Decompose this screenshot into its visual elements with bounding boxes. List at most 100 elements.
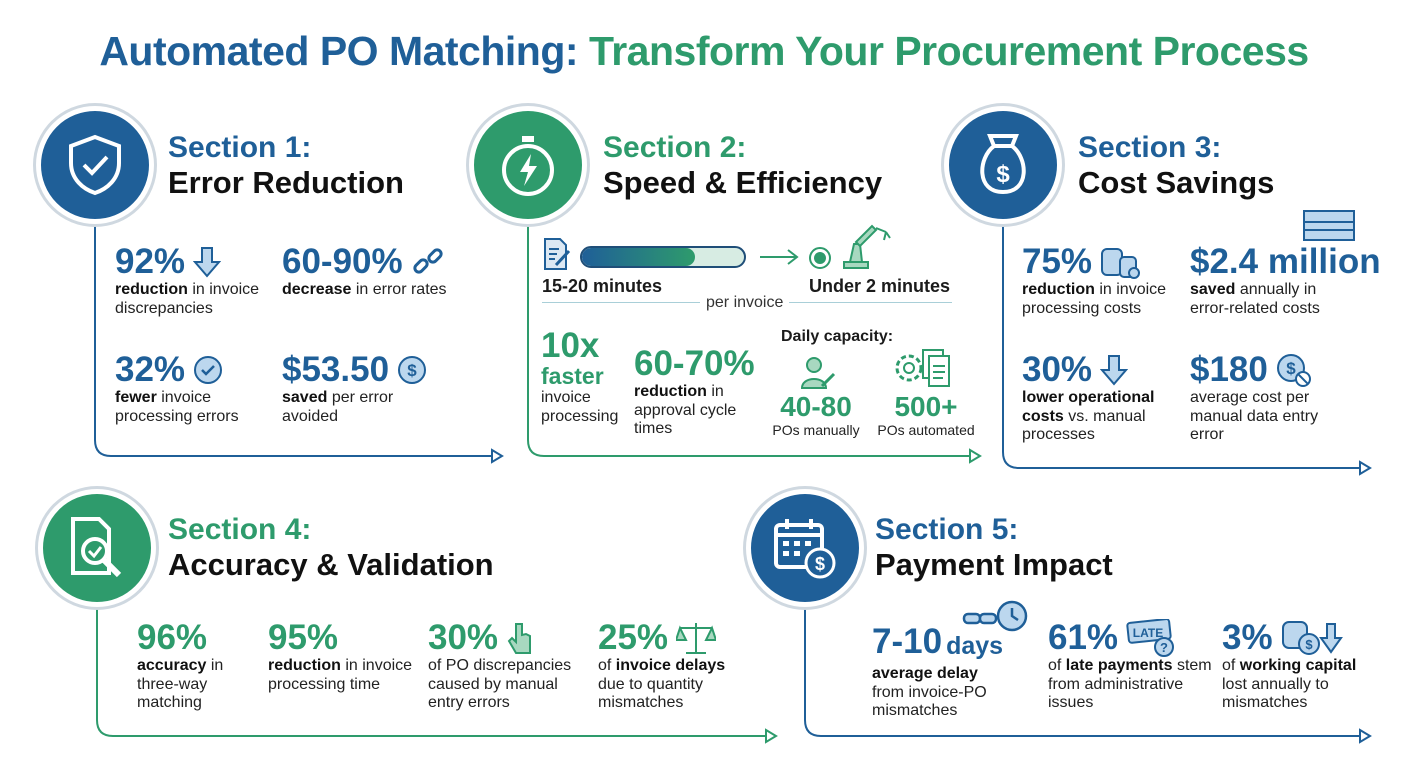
- stat-95-percent: 95% reduction in invoice processing time: [268, 619, 413, 694]
- section-name: Payment Impact: [875, 547, 1113, 582]
- title-part-2: Transform Your Procurement Process: [588, 28, 1309, 74]
- svg-text:$: $: [407, 361, 417, 380]
- stat-bold: reduction: [1022, 281, 1095, 298]
- stat-text: in invoice processing time: [268, 657, 413, 693]
- hand-pointer-icon: [507, 623, 532, 654]
- stat-92-percent: 92% reduction in invoice discrepancies: [115, 243, 275, 318]
- section-4-heading: Section 4: Accuracy & Validation: [168, 513, 494, 583]
- section-4-icon-circle: [38, 489, 156, 607]
- stat-bold: late payments: [1065, 657, 1173, 674]
- processing-time-bar: [580, 246, 746, 268]
- calendar-dollar-icon: $: [774, 519, 836, 579]
- stat-value: 25%: [598, 618, 669, 657]
- check-circle-icon: [194, 356, 223, 384]
- scales-icon: [676, 623, 717, 654]
- stat-bold: saved: [1190, 281, 1236, 298]
- document-edit-icon: [544, 238, 571, 270]
- broken-link-icon: [413, 248, 443, 274]
- stat-value: 60-70%: [634, 344, 755, 383]
- section-name: Speed & Efficiency: [603, 165, 883, 200]
- page-title: Automated PO Matching: Transform Your Pr…: [0, 28, 1408, 75]
- stat-sub: faster: [541, 363, 604, 389]
- stat-60-90-percent: 60-90% decrease in error rates: [282, 243, 482, 300]
- stat-value: $53.50: [282, 350, 390, 389]
- svg-text:?: ?: [1160, 640, 1168, 655]
- stat-value: 75%: [1022, 242, 1093, 281]
- stat-text: from invoice-PO mismatches: [872, 683, 987, 720]
- stat-7-10-days: 7-10 days average delay from invoice-PO m…: [872, 619, 1007, 721]
- section-number: Section 3:: [1078, 131, 1222, 164]
- stat-3-percent: 3% $ of working capital lost annually to…: [1222, 619, 1367, 713]
- section-number: Section 1:: [168, 131, 312, 164]
- stat-53-50-dollars: $53.50 $ saved per error avoided: [282, 351, 427, 426]
- stat-text: of: [1048, 657, 1066, 674]
- stat-value: 96%: [137, 618, 208, 657]
- stat-text: of: [1222, 657, 1240, 674]
- stat-bold: decrease: [282, 281, 352, 298]
- stat-value: 32%: [115, 350, 186, 389]
- stat-value: 61%: [1048, 618, 1119, 657]
- before-time: 15-20 minutes: [542, 276, 663, 296]
- stat-text: per error avoided: [282, 389, 394, 425]
- stat-180-dollars: $180 $ average cost per manual data entr…: [1190, 351, 1335, 445]
- section-name: Cost Savings: [1078, 165, 1275, 200]
- stat-text: stem from administrative issues: [1048, 657, 1212, 711]
- stat-bold: working capital: [1239, 657, 1357, 674]
- stat-96-percent: 96% accuracy in three-way matching: [137, 619, 237, 713]
- svg-text:$: $: [996, 161, 1010, 188]
- stat-bold: accuracy: [137, 657, 207, 674]
- stat-30-percent: 30% lower operational costs vs. manual p…: [1022, 351, 1172, 445]
- stat-text: in invoice discrepancies: [115, 281, 260, 317]
- stat-2-4-million: $2.4 million saved annually in error-rel…: [1190, 243, 1381, 318]
- section-1-bracket: [94, 222, 498, 457]
- title-part-1: Automated PO Matching:: [99, 28, 579, 74]
- stat-text: average cost per manual data entry error: [1190, 389, 1319, 443]
- money-bag-icon: $: [980, 134, 1026, 195]
- stat-60-70-percent: 60-70% reduction in approval cycle times: [634, 345, 759, 439]
- daily-capacity-label: Daily capacity:: [781, 328, 894, 345]
- section-name: Error Reduction: [168, 165, 404, 200]
- robot-arm-icon: [843, 224, 891, 269]
- after-time: Under 2 minutes: [809, 276, 951, 296]
- stat-value: $2.4 million: [1190, 242, 1381, 281]
- stopwatch-lightning-icon: [502, 136, 554, 196]
- svg-text:LATE: LATE: [1133, 626, 1163, 640]
- dollar-coin-icon: $: [398, 356, 427, 384]
- section-1-icon-circle: [36, 106, 154, 224]
- stat-text: of: [598, 657, 616, 674]
- stat-text: invoice processing errors: [115, 389, 239, 425]
- stat-61-percent: 61% LATE? of late payments stem from adm…: [1048, 619, 1213, 713]
- stat-text: invoice processing: [541, 389, 619, 425]
- per-invoice-label: per invoice: [700, 294, 790, 312]
- stat-bold: reduction: [115, 281, 188, 298]
- section-3-icon-circle: $: [944, 106, 1062, 224]
- coins-down-icon: $: [1281, 621, 1343, 655]
- broken-link-clock-icon: [962, 600, 1028, 632]
- stat-25-percent: 25% of invoice delays due to quantity mi…: [598, 619, 733, 713]
- coins-icon: [1101, 248, 1141, 279]
- stat-value: 30%: [1022, 350, 1093, 389]
- document-search-icon: [71, 517, 122, 578]
- stat-text: lost annually to mismatches: [1222, 675, 1329, 712]
- person-edit-icon: [800, 357, 836, 389]
- stat-unit: days: [946, 632, 1004, 660]
- section-number: Section 4:: [168, 513, 312, 546]
- processing-time-bar-fill: [582, 248, 696, 266]
- dollar-block-icon: $: [1276, 354, 1311, 387]
- stat-text: in approval cycle times: [634, 383, 737, 437]
- stat-bold: invoice delays: [615, 657, 726, 674]
- section-5-bracket: [804, 606, 1366, 737]
- capacity-label: POs manually: [772, 422, 860, 438]
- arrow-right-icon: [760, 249, 799, 265]
- stat-text: vs. manual processes: [1022, 407, 1146, 444]
- late-ticket-icon: LATE?: [1126, 619, 1175, 657]
- status-dot-icon: [809, 247, 831, 269]
- section-1-heading: Section 1: Error Reduction: [168, 131, 404, 201]
- shield-check-icon: [69, 134, 121, 196]
- stat-75-percent: 75% reduction in invoice processing cost…: [1022, 243, 1182, 318]
- stat-10x-faster: 10x faster invoice processing: [541, 328, 626, 426]
- section-4-bracket: [96, 606, 772, 737]
- arrow-down-icon: [193, 247, 222, 278]
- section-2-heading: Section 2: Speed & Efficiency: [603, 131, 882, 201]
